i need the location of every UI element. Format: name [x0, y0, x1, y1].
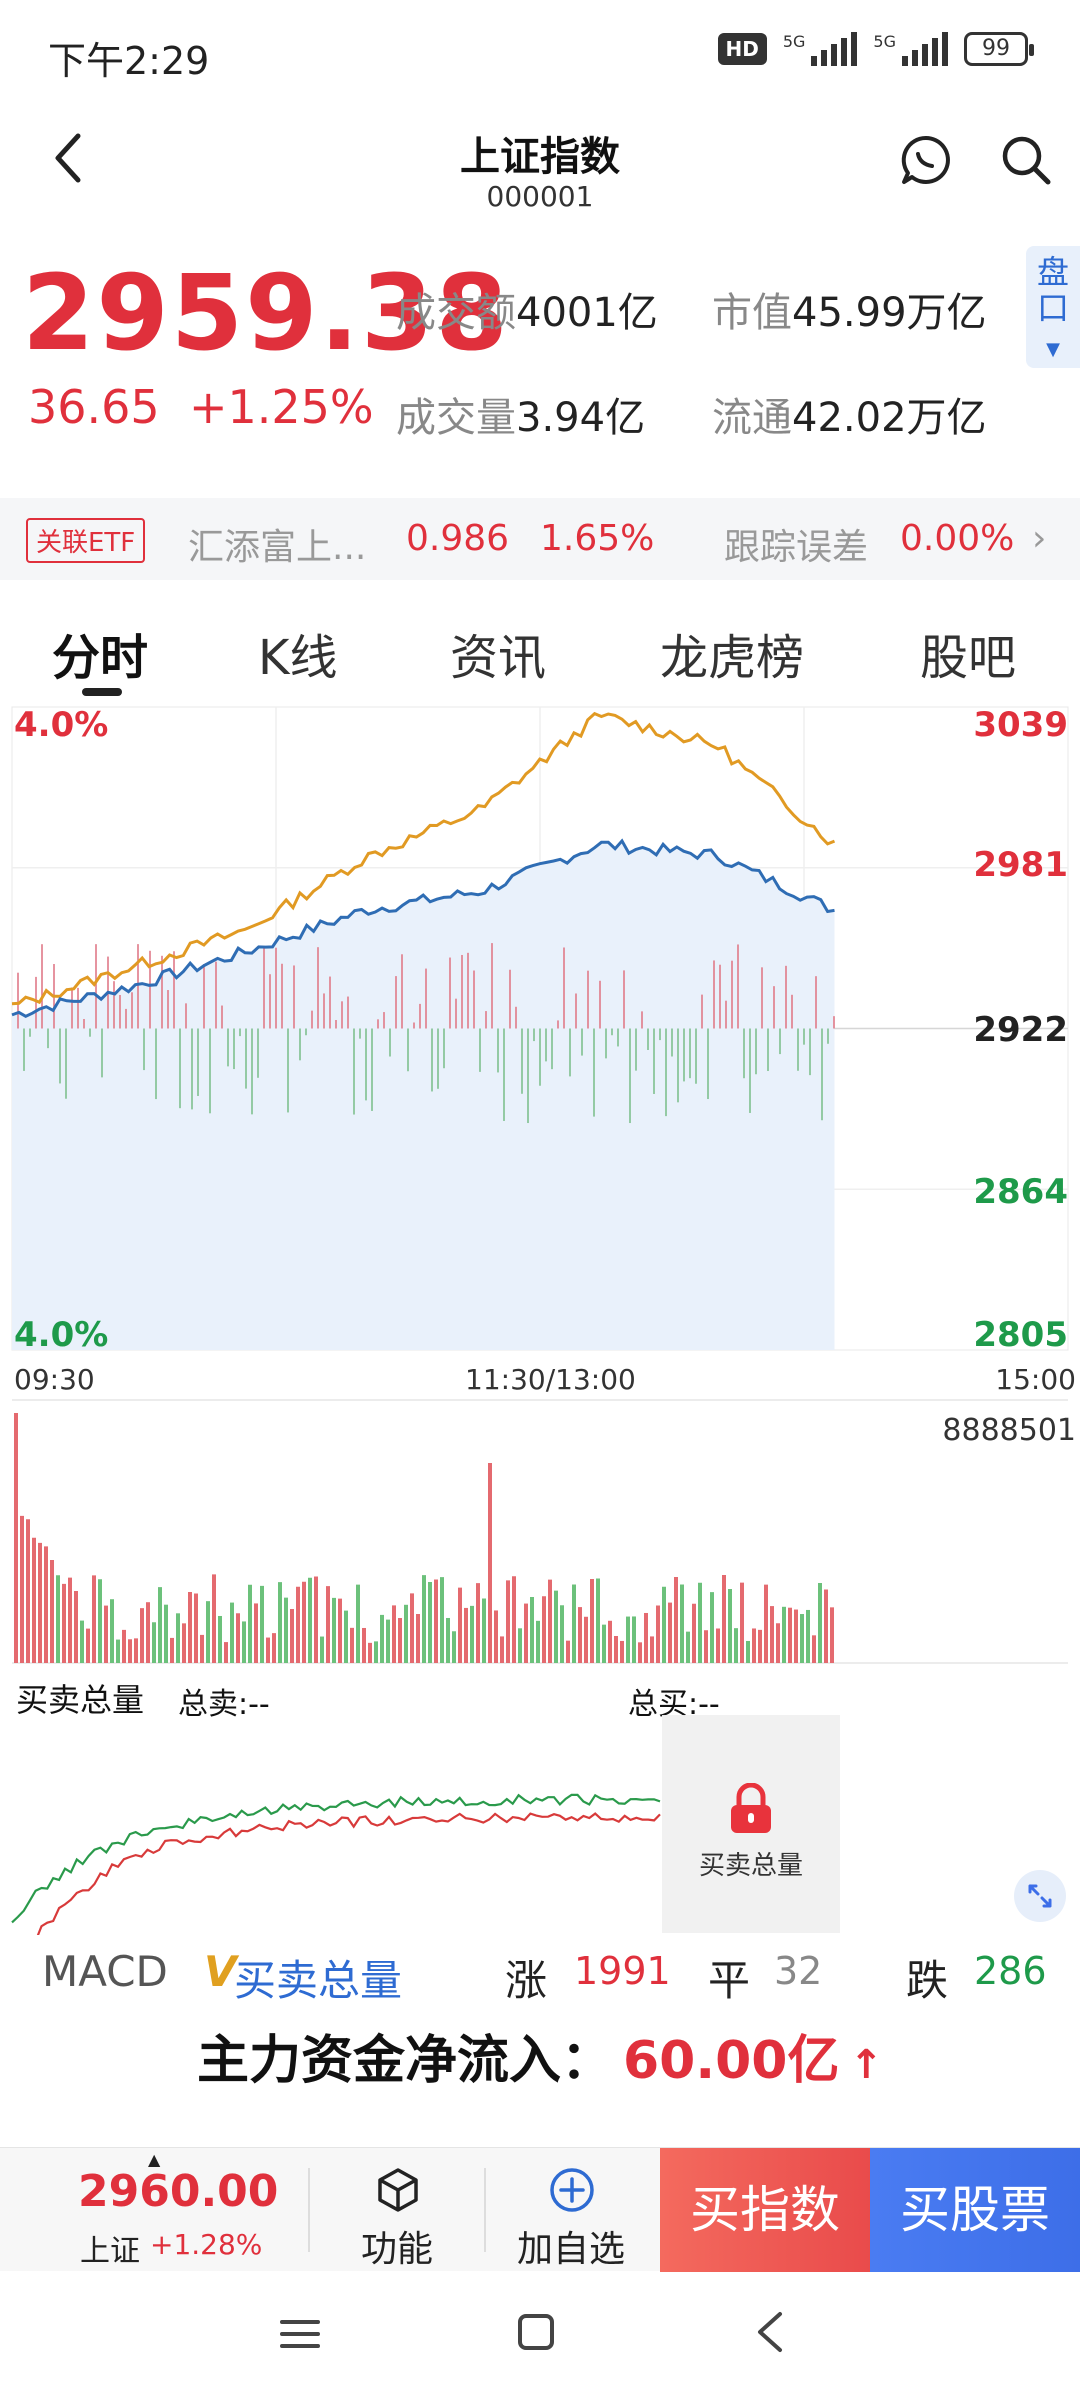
- chevron-right-icon: ›: [1032, 518, 1047, 559]
- pankou-button[interactable]: 盘口 ▼: [1026, 246, 1080, 368]
- etf-price: 0.986: [406, 518, 510, 559]
- title-bar: 上证指数 000001: [0, 110, 1080, 220]
- lock-icon: [731, 1782, 771, 1833]
- buysell-title: 买卖总量: [16, 1681, 145, 1719]
- mktcap-stat: 市值45.99万亿: [712, 290, 987, 336]
- right-axis-0: 3039: [973, 705, 1068, 745]
- buy-index-button[interactable]: 买指数: [660, 2148, 870, 2272]
- intraday-chart[interactable]: 4.0% 4.0% 3039 2981 2922 2864 2805 09:30…: [0, 695, 1080, 1935]
- status-bar: 下午2:29 HD 5G 5G 99: [0, 0, 1080, 104]
- quote-panel: 2959.38 36.65 +1.25% 成交额4001亿 市值45.99万亿 …: [0, 240, 1080, 470]
- flat-label: 平: [708, 1956, 751, 2005]
- change-percent: +1.25%: [188, 380, 374, 434]
- fund-flow-label: 主力资金净流入：: [196, 2031, 613, 2091]
- etf-tag: 关联ETF: [26, 518, 146, 563]
- left-axis-top: 4.0%: [14, 705, 109, 745]
- fund-flow-value: 60.00亿: [623, 2031, 840, 2091]
- hd-icon: HD: [717, 33, 767, 65]
- function-button[interactable]: 功能: [312, 2148, 482, 2272]
- status-icons: HD 5G 5G 99: [717, 32, 1034, 66]
- arrow-up-icon: ↑: [849, 2042, 883, 2088]
- chat-icon[interactable]: [898, 132, 954, 188]
- signal-icon: 5G: [783, 32, 858, 66]
- up-count: 1991: [574, 1949, 671, 1993]
- mini-pct: +1.28%: [150, 2228, 263, 2261]
- plus-circle-icon: [550, 2168, 594, 2212]
- tab-news[interactable]: 资讯: [450, 630, 547, 686]
- v-badge: V: [204, 1947, 237, 1996]
- tab-bar: 分时 K线 资讯 龙虎榜 股吧: [0, 610, 1080, 710]
- tracking-error-label: 跟踪误差: [724, 527, 869, 568]
- caret-up-icon: ▲: [148, 2150, 161, 2169]
- add-watchlist-label: 加自选: [516, 2229, 625, 2270]
- divider-2: [484, 2168, 486, 2252]
- tab-kline[interactable]: K线: [258, 630, 338, 686]
- change-value: 36.65: [28, 380, 160, 434]
- etf-name: 汇添富上...: [188, 527, 367, 568]
- last-price: 2959.38: [22, 252, 510, 374]
- tab-dragon-tiger[interactable]: 龙虎榜: [660, 630, 805, 686]
- buysell-tab[interactable]: 买卖总量: [234, 1956, 403, 2005]
- time-close: 15:00: [995, 1363, 1076, 1396]
- mini-name: 上证: [80, 2234, 140, 2269]
- series-line-price: [11, 838, 835, 1018]
- function-label: 功能: [360, 2229, 433, 2270]
- down-count: 286: [974, 1949, 1047, 1993]
- turnover-stat: 成交额4001亿: [396, 290, 658, 336]
- cube-icon: [378, 2168, 418, 2212]
- volume-stat: 成交量3.94亿: [396, 395, 646, 441]
- right-axis-2: 2922: [973, 1010, 1068, 1050]
- series-line-avg: [11, 711, 836, 1006]
- mini-price: 2960.00: [78, 2166, 279, 2217]
- total-sell: 总卖:--: [178, 1687, 270, 1722]
- macd-tab[interactable]: MACD: [42, 1947, 168, 1996]
- back-arrow-icon[interactable]: [50, 132, 86, 184]
- right-axis-3: 2864: [973, 1172, 1068, 1212]
- divider: [308, 2168, 310, 2252]
- search-icon[interactable]: [998, 132, 1054, 188]
- battery-icon: 99: [964, 32, 1034, 66]
- volume-max: 8888501: [942, 1413, 1076, 1448]
- status-time: 下午2:29: [48, 39, 210, 83]
- right-axis-4: 2805: [973, 1315, 1068, 1355]
- tracking-error-value: 0.00%: [900, 518, 1015, 559]
- signal-icon-2: 5G: [873, 32, 948, 66]
- page-title: 上证指数: [460, 134, 620, 180]
- chart-canvas[interactable]: [0, 695, 1080, 1935]
- price-change: 36.65 +1.25%: [28, 380, 374, 434]
- menu-icon[interactable]: [278, 2312, 322, 2356]
- stock-code: 000001: [486, 180, 594, 213]
- tab-intraday[interactable]: 分时: [52, 630, 149, 686]
- etf-pct: 1.65%: [540, 518, 655, 559]
- system-nav-bar: [0, 2272, 1080, 2400]
- buy-stock-button[interactable]: 买股票: [870, 2148, 1080, 2272]
- main-fund-flow[interactable]: 主力资金净流入： 60.00亿 ↑: [0, 2018, 1080, 2138]
- home-icon[interactable]: [514, 2310, 558, 2354]
- locked-indicator-overlay[interactable]: 买卖总量: [662, 1715, 840, 1933]
- related-etf-row[interactable]: 关联ETF 汇添富上... 0.986 1.65% 跟踪误差 0.00% ›: [0, 498, 1080, 580]
- left-axis-bottom: 4.0%: [14, 1315, 109, 1355]
- indicator-row: MACD V 买卖总量 涨 1991 平 32 跌 286: [0, 1935, 1080, 2007]
- buy-total-line: [11, 1793, 661, 1924]
- bottom-toolbar: ▲ 2960.00 上证 +1.28% 功能 加自选 买指数 买股票: [0, 2147, 1080, 2272]
- expand-icon[interactable]: [1014, 1870, 1066, 1922]
- up-label: 涨: [505, 1956, 548, 2005]
- sell-total-line: [36, 1812, 661, 1935]
- back-nav-icon[interactable]: [752, 2308, 788, 2356]
- lock-label: 买卖总量: [698, 1851, 803, 1881]
- tab-forum[interactable]: 股吧: [920, 630, 1017, 686]
- time-open: 09:30: [14, 1363, 95, 1396]
- price-area-fill: [12, 840, 835, 1350]
- flat-count: 32: [774, 1949, 823, 1993]
- float-stat: 流通42.02万亿: [712, 395, 987, 441]
- down-label: 跌: [906, 1956, 949, 2005]
- tab-indicator: [82, 688, 122, 696]
- time-midday: 11:30/13:00: [465, 1363, 636, 1396]
- right-axis-1: 2981: [973, 845, 1068, 885]
- add-watchlist-button[interactable]: 加自选: [486, 2148, 656, 2272]
